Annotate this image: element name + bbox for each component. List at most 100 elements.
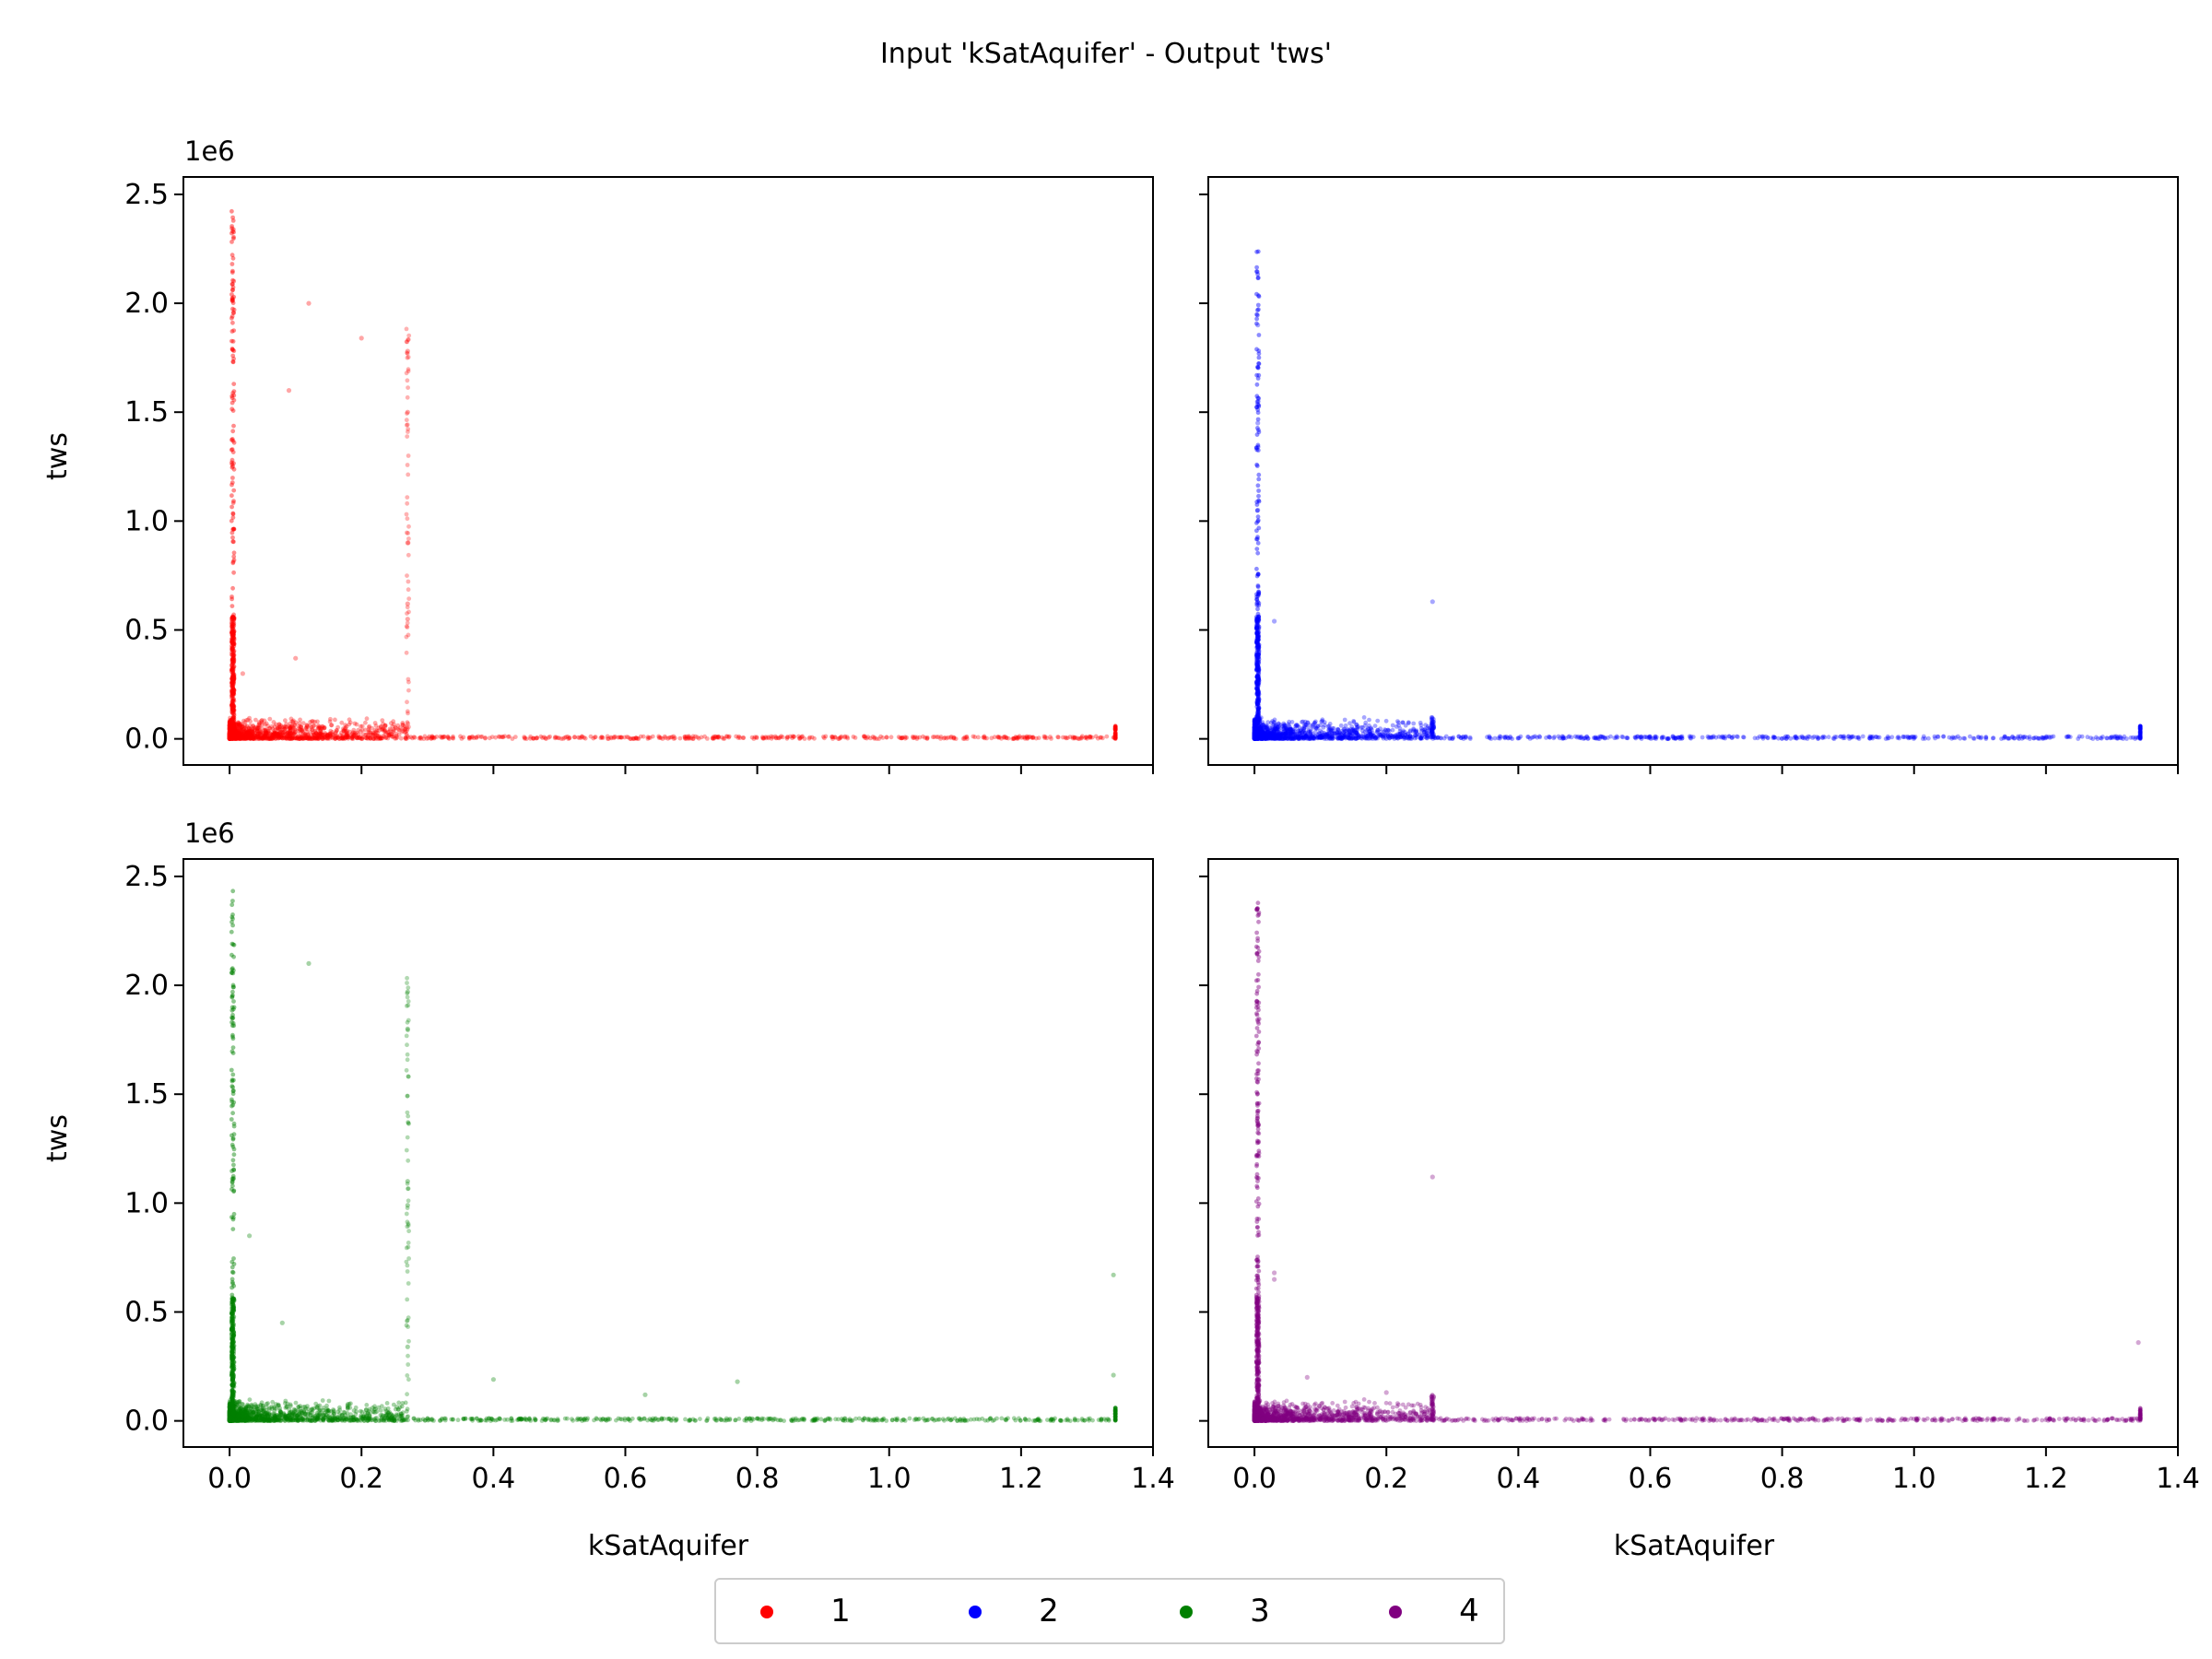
scatter-point	[404, 339, 409, 345]
scatter-point	[1255, 365, 1261, 370]
scatter-point	[1517, 735, 1522, 741]
scatter-point	[1317, 735, 1323, 740]
scatter-point	[1325, 724, 1331, 729]
scatter-point	[2012, 735, 2018, 741]
scatter-point	[229, 735, 234, 739]
scatter-point	[372, 727, 378, 733]
scatter-point	[229, 733, 235, 738]
scatter-point	[368, 735, 373, 741]
scatter-point	[429, 735, 435, 740]
scatter-point	[989, 735, 994, 741]
scatter-point	[323, 735, 327, 740]
scatter-point	[305, 732, 311, 737]
scatter-point	[1019, 735, 1024, 740]
scatter-point	[227, 732, 232, 737]
scatter-point	[236, 732, 241, 737]
scatter-point	[262, 728, 266, 733]
scatter-point	[311, 735, 315, 740]
scatter-point	[406, 531, 410, 535]
scatter-point	[1255, 699, 1261, 704]
scatter-point	[237, 733, 242, 738]
scatter-point	[1256, 493, 1261, 499]
scatter-point	[1390, 727, 1395, 733]
scatter-point	[2115, 735, 2121, 741]
scatter-point	[296, 726, 301, 731]
scatter-point	[2031, 735, 2037, 741]
scatter-point	[1112, 724, 1118, 729]
scatter-point	[227, 736, 232, 741]
scatter-point	[310, 719, 314, 724]
scatter-point	[1338, 735, 1343, 739]
scatter-point	[227, 735, 232, 740]
scatter-point	[352, 721, 358, 726]
scatter-point	[227, 732, 232, 737]
scatter-point	[1941, 734, 1947, 739]
scatter-point	[230, 736, 235, 741]
y-tick-label: 1.5	[124, 396, 169, 429]
scatter-point	[349, 735, 355, 740]
scatter-point	[227, 735, 232, 741]
scatter-point	[300, 728, 305, 733]
scatter-point	[300, 735, 305, 741]
scatter-point	[241, 726, 246, 732]
scatter-point	[1254, 566, 1259, 571]
scatter-point	[310, 735, 315, 741]
scatter-point	[1372, 724, 1378, 728]
scatter-point	[246, 734, 252, 739]
scatter-point	[230, 654, 236, 659]
scatter-point	[270, 733, 275, 737]
scatter-point	[1093, 734, 1099, 739]
scatter-point	[276, 735, 282, 740]
scatter-point	[231, 691, 237, 697]
scatter-point	[1302, 735, 1308, 739]
scatter-point	[1255, 540, 1261, 546]
scatter-point	[232, 733, 238, 738]
scatter-point	[393, 735, 397, 741]
scatter-point	[1272, 618, 1277, 624]
scatter-point	[301, 735, 307, 741]
scatter-point	[1408, 735, 1413, 741]
scatter-point	[229, 730, 234, 735]
scatter-point	[227, 729, 232, 735]
scatter-point	[329, 723, 335, 728]
scatter-point	[231, 665, 236, 670]
scatter-point	[285, 730, 289, 735]
scatter-point	[293, 655, 299, 661]
scatter-point	[228, 723, 233, 728]
scatter-point	[265, 733, 270, 738]
scatter-point	[328, 716, 333, 722]
scatter-point	[953, 736, 959, 741]
scatter-point	[806, 735, 812, 741]
scatter-point	[1354, 730, 1359, 735]
scatter-point	[389, 732, 394, 737]
scatter-point	[1067, 735, 1073, 739]
scatter-point	[227, 727, 232, 732]
scatter-point	[230, 438, 236, 443]
scatter-point	[377, 736, 382, 741]
scatter-point	[1355, 725, 1360, 730]
scatter-point	[298, 735, 303, 740]
scatter-point	[1620, 735, 1626, 740]
scatter-point	[391, 728, 396, 734]
scatter-point	[271, 720, 276, 724]
scatter-point	[234, 722, 240, 727]
scatter-point	[1763, 734, 1769, 739]
scatter-point	[1255, 323, 1261, 328]
scatter-point	[1255, 426, 1260, 430]
y-tick-label: 1.0	[124, 505, 169, 537]
scatter-point	[1254, 316, 1259, 322]
scatter-point	[232, 734, 238, 739]
scatter-point	[320, 733, 325, 737]
scatter-point	[227, 735, 232, 741]
scatter-point	[229, 480, 235, 485]
scatter-point	[1647, 735, 1652, 739]
scatter-point	[316, 734, 322, 739]
scatter-point	[1782, 735, 1787, 740]
scatter-point	[1342, 717, 1347, 723]
scatter-point	[1269, 733, 1274, 738]
scatter-point	[1851, 734, 1855, 739]
scatter-point	[1526, 735, 1531, 740]
scatter-point	[246, 729, 251, 734]
scatter-point	[1401, 735, 1406, 740]
scatter-point	[230, 736, 236, 741]
